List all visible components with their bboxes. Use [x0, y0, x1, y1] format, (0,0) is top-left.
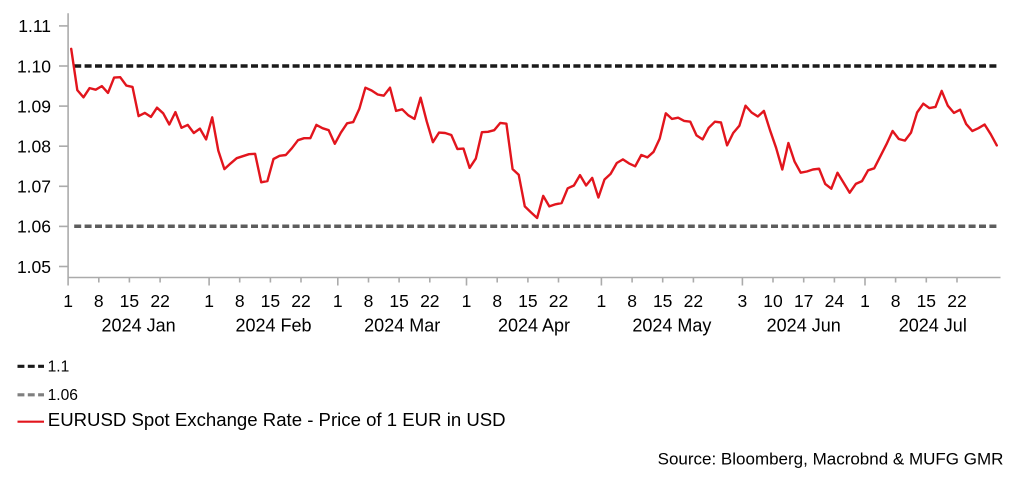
svg-text:8: 8 [94, 291, 104, 311]
svg-text:2024 May: 2024 May [632, 316, 711, 336]
svg-text:15: 15 [389, 291, 408, 311]
svg-text:2024 Jan: 2024 Jan [102, 316, 176, 336]
svg-text:8: 8 [627, 291, 637, 311]
svg-text:1.09: 1.09 [17, 96, 51, 116]
svg-text:15: 15 [261, 291, 280, 311]
svg-text:22: 22 [420, 291, 439, 311]
svg-text:1: 1 [462, 291, 472, 311]
svg-text:22: 22 [291, 291, 310, 311]
svg-text:15: 15 [653, 291, 672, 311]
svg-text:2024 Mar: 2024 Mar [364, 316, 440, 336]
svg-text:1.06: 1.06 [17, 217, 51, 237]
svg-text:1.10: 1.10 [17, 56, 51, 76]
svg-text:8: 8 [364, 291, 374, 311]
svg-text:1: 1 [63, 291, 73, 311]
svg-text:22: 22 [549, 291, 568, 311]
svg-text:15: 15 [518, 291, 537, 311]
svg-text:10: 10 [763, 291, 783, 311]
svg-text:1.07: 1.07 [17, 177, 51, 197]
svg-text:2024 Apr: 2024 Apr [498, 316, 570, 336]
svg-text:Source: Bloomberg, Macrobnd &: Source: Bloomberg, Macrobnd & MUFG GMR [658, 449, 1004, 468]
svg-text:1.06: 1.06 [48, 387, 78, 404]
svg-text:1.08: 1.08 [17, 137, 51, 157]
svg-text:1: 1 [597, 291, 607, 311]
svg-text:8: 8 [492, 291, 502, 311]
svg-text:2024 Jun: 2024 Jun [767, 316, 841, 336]
svg-text:15: 15 [120, 291, 139, 311]
svg-text:8: 8 [891, 291, 901, 311]
svg-text:1.05: 1.05 [17, 257, 51, 277]
svg-text:8: 8 [235, 291, 245, 311]
svg-text:15: 15 [917, 291, 936, 311]
svg-text:1: 1 [333, 291, 343, 311]
svg-text:1.11: 1.11 [18, 16, 51, 36]
svg-text:EURUSD Spot Exchange Rate - Pr: EURUSD Spot Exchange Rate - Price of 1 E… [48, 409, 506, 430]
svg-text:22: 22 [684, 291, 703, 311]
svg-text:22: 22 [150, 291, 169, 311]
svg-text:22: 22 [947, 291, 966, 311]
svg-text:17: 17 [794, 291, 813, 311]
svg-text:2024 Jul: 2024 Jul [899, 316, 967, 336]
svg-text:3: 3 [738, 291, 748, 311]
svg-text:2024 Feb: 2024 Feb [235, 316, 311, 336]
svg-text:1: 1 [860, 291, 870, 311]
svg-text:1.1: 1.1 [48, 359, 70, 376]
svg-text:1: 1 [204, 291, 214, 311]
svg-text:24: 24 [825, 291, 845, 311]
